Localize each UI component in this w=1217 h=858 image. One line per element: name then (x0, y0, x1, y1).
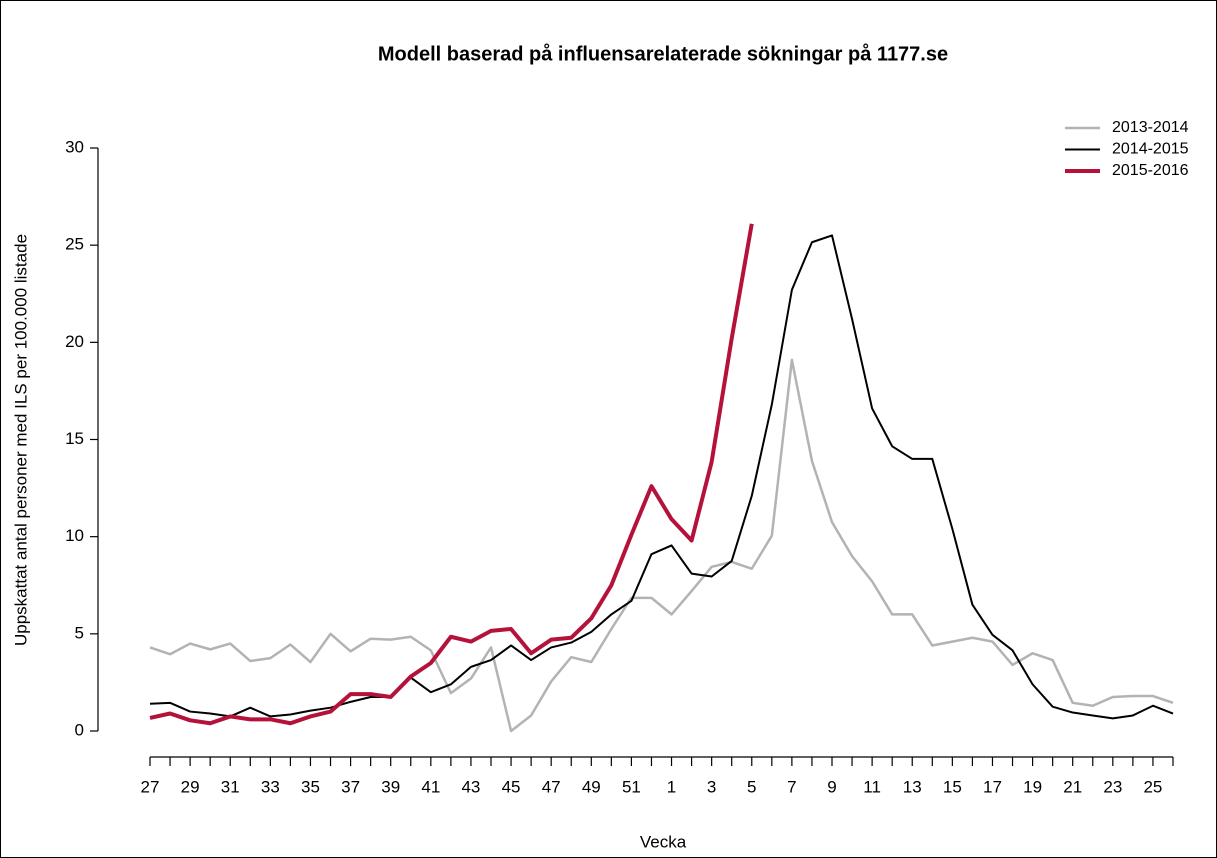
x-tick-label: 21 (1063, 777, 1082, 796)
x-tick-label: 17 (983, 777, 1002, 796)
x-tick-label: 5 (747, 777, 756, 796)
x-tick-label: 25 (1143, 777, 1162, 796)
x-tick-label: 43 (461, 777, 480, 796)
x-tick-label: 29 (181, 777, 200, 796)
y-tick-label: 25 (65, 235, 84, 254)
x-tick-label: 13 (903, 777, 922, 796)
series-line (149, 234, 1174, 720)
x-tick-label: 35 (301, 777, 320, 796)
x-tick-label: 37 (341, 777, 360, 796)
legend-label: 2015-2016 (1112, 162, 1189, 179)
y-tick-label: 5 (75, 623, 84, 642)
series-line (149, 358, 1174, 733)
x-tick-label: 51 (622, 777, 641, 796)
x-tick-label: 3 (707, 777, 716, 796)
x-tick-label: 33 (261, 777, 280, 796)
legend-label: 2013-2014 (1112, 119, 1189, 136)
x-tick-label: 41 (421, 777, 440, 796)
x-tick-label: 7 (787, 777, 796, 796)
chart-title: Modell baserad på influensarelaterade sö… (378, 42, 948, 65)
x-tick-label: 15 (943, 777, 962, 796)
y-tick-label: 30 (65, 137, 84, 156)
y-tick-label: 20 (65, 332, 84, 351)
x-tick-label: 31 (221, 777, 240, 796)
x-tick-label: 47 (542, 777, 561, 796)
y-tick-label: 15 (65, 429, 84, 448)
series-line (149, 223, 754, 726)
x-tick-label: 9 (827, 777, 836, 796)
y-axis-label: Uppskattat antal personer med ILS per 10… (11, 234, 30, 646)
y-tick-label: 10 (65, 526, 84, 545)
legend-label: 2014-2015 (1112, 141, 1189, 158)
x-tick-label: 23 (1103, 777, 1122, 796)
x-tick-label: 11 (863, 777, 881, 796)
x-axis-label: Vecka (640, 832, 687, 851)
x-tick-label: 49 (582, 777, 601, 796)
x-tick-label: 27 (141, 777, 160, 796)
x-tick-label: 19 (1023, 777, 1042, 796)
x-tick-label: 1 (667, 777, 676, 796)
y-tick-label: 0 (75, 720, 84, 739)
x-tick-label: 39 (381, 777, 400, 796)
x-tick-label: 45 (502, 777, 521, 796)
